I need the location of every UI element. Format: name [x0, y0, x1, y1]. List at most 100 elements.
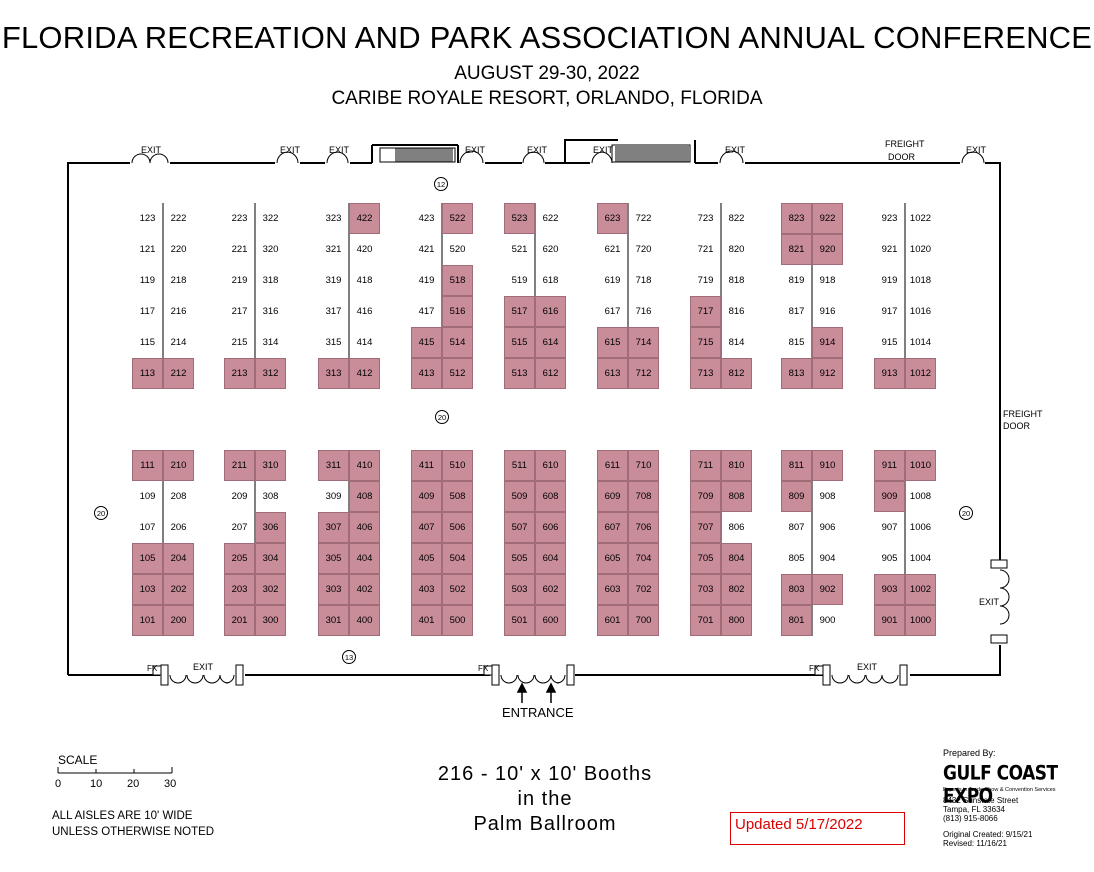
booth-804: 804	[721, 543, 752, 574]
booth-311: 311	[318, 450, 349, 481]
page-title: FLORIDA RECREATION AND PARK ASSOCIATION …	[1, 20, 1093, 55]
booth-721: 721	[697, 244, 714, 255]
company-address: 8432 Sunstate Street Tampa, FL 33634 (81…	[943, 796, 1018, 823]
ballroom-walls	[67, 139, 1001, 676]
booth-313: 313	[318, 358, 349, 389]
booth-822: 822	[728, 213, 745, 224]
booth-923: 923	[881, 213, 898, 224]
scale-mark-10: 10	[90, 778, 103, 790]
marker-13-4: 13	[342, 650, 356, 664]
booth-summary-line-1: 216 - 10' x 10' Booths	[437, 763, 653, 785]
booth-314: 314	[262, 337, 279, 348]
booth-800: 800	[721, 605, 752, 636]
booth-720: 720	[635, 244, 652, 255]
booth-115: 115	[139, 337, 156, 348]
booth-510: 510	[442, 450, 473, 481]
booth-608: 608	[535, 481, 566, 512]
booth-617: 617	[604, 306, 621, 317]
booth-302: 302	[255, 574, 286, 605]
booth-717: 717	[690, 296, 721, 327]
marker-12-0: 12	[434, 177, 448, 191]
booth-815: 815	[788, 337, 805, 348]
booth-401: 401	[411, 605, 442, 636]
booth-922: 922	[812, 203, 843, 234]
booth-209: 209	[231, 491, 248, 502]
freight-door-top-line-2: DOOR	[888, 152, 915, 162]
booth-420: 420	[356, 244, 373, 255]
exit-label-top-2: EXIT	[329, 145, 350, 155]
booth-515: 515	[504, 327, 535, 358]
booth-403: 403	[411, 574, 442, 605]
marker-20-2: 20	[94, 506, 108, 520]
booth-1022: 1022	[909, 213, 932, 224]
booth-1012: 1012	[905, 358, 936, 389]
scale-mark-20: 20	[127, 778, 140, 790]
booth-506: 506	[442, 512, 473, 543]
booth-400: 400	[349, 605, 380, 636]
booth-207: 207	[231, 522, 248, 533]
booth-117: 117	[139, 306, 156, 317]
booth-500: 500	[442, 605, 473, 636]
marker-20-1: 20	[435, 410, 449, 424]
exit-label-top-4: EXIT	[527, 145, 548, 155]
booth-821: 821	[781, 234, 812, 265]
hatch-pattern-left	[395, 148, 453, 162]
booth-713: 713	[690, 358, 721, 389]
booth-621: 621	[604, 244, 621, 255]
exit-label-right: EXIT	[979, 597, 1000, 607]
booth-201: 201	[224, 605, 255, 636]
booth-816: 816	[728, 306, 745, 317]
booth-814: 814	[728, 337, 745, 348]
booth-321: 321	[325, 244, 342, 255]
booth-202: 202	[163, 574, 194, 605]
booth-303: 303	[318, 574, 349, 605]
bottom-exit-doors	[160, 664, 908, 686]
booth-917: 917	[881, 306, 898, 317]
booth-611: 611	[597, 450, 628, 481]
booth-908: 908	[819, 491, 836, 502]
booth-205: 205	[224, 543, 255, 574]
right-exit-doors	[990, 559, 1010, 644]
booth-518: 518	[442, 265, 473, 296]
booth-109: 109	[139, 491, 156, 502]
booth-718: 718	[635, 275, 652, 286]
event-date: AUGUST 29-30, 2022	[454, 63, 640, 84]
booth-603: 603	[597, 574, 628, 605]
booth-101: 101	[132, 605, 163, 636]
booth-517: 517	[504, 296, 535, 327]
booth-1014: 1014	[909, 337, 932, 348]
booth-406: 406	[349, 512, 380, 543]
booth-715: 715	[690, 327, 721, 358]
aisles-line-1: ALL AISLES ARE 10' WIDE	[52, 810, 193, 822]
booth-619: 619	[604, 275, 621, 286]
booth-523: 523	[504, 203, 535, 234]
booth-502: 502	[442, 574, 473, 605]
booth-217: 217	[231, 306, 248, 317]
booth-210: 210	[163, 450, 194, 481]
booth-505: 505	[504, 543, 535, 574]
booth-220: 220	[170, 244, 187, 255]
booth-606: 606	[535, 512, 566, 543]
booth-316: 316	[262, 306, 279, 317]
booth-901: 901	[874, 605, 905, 636]
booth-604: 604	[535, 543, 566, 574]
booth-219: 219	[231, 275, 248, 286]
booth-916: 916	[819, 306, 836, 317]
booth-602: 602	[535, 574, 566, 605]
booth-703: 703	[690, 574, 721, 605]
exit-label-bottom-1: EXIT	[193, 662, 214, 672]
booth-305: 305	[318, 543, 349, 574]
booth-111: 111	[132, 450, 163, 481]
booth-622: 622	[542, 213, 559, 224]
booth-221: 221	[231, 244, 248, 255]
booth-823: 823	[781, 203, 812, 234]
booth-216: 216	[170, 306, 187, 317]
exit-label-top-7: EXIT	[966, 145, 987, 155]
booth-918: 918	[819, 275, 836, 286]
freight-door-right-line-2: DOOR	[1003, 421, 1030, 431]
booth-700: 700	[628, 605, 659, 636]
booth-819: 819	[788, 275, 805, 286]
booth-714: 714	[628, 327, 659, 358]
updated-note: Updated 5/17/2022	[730, 812, 905, 845]
